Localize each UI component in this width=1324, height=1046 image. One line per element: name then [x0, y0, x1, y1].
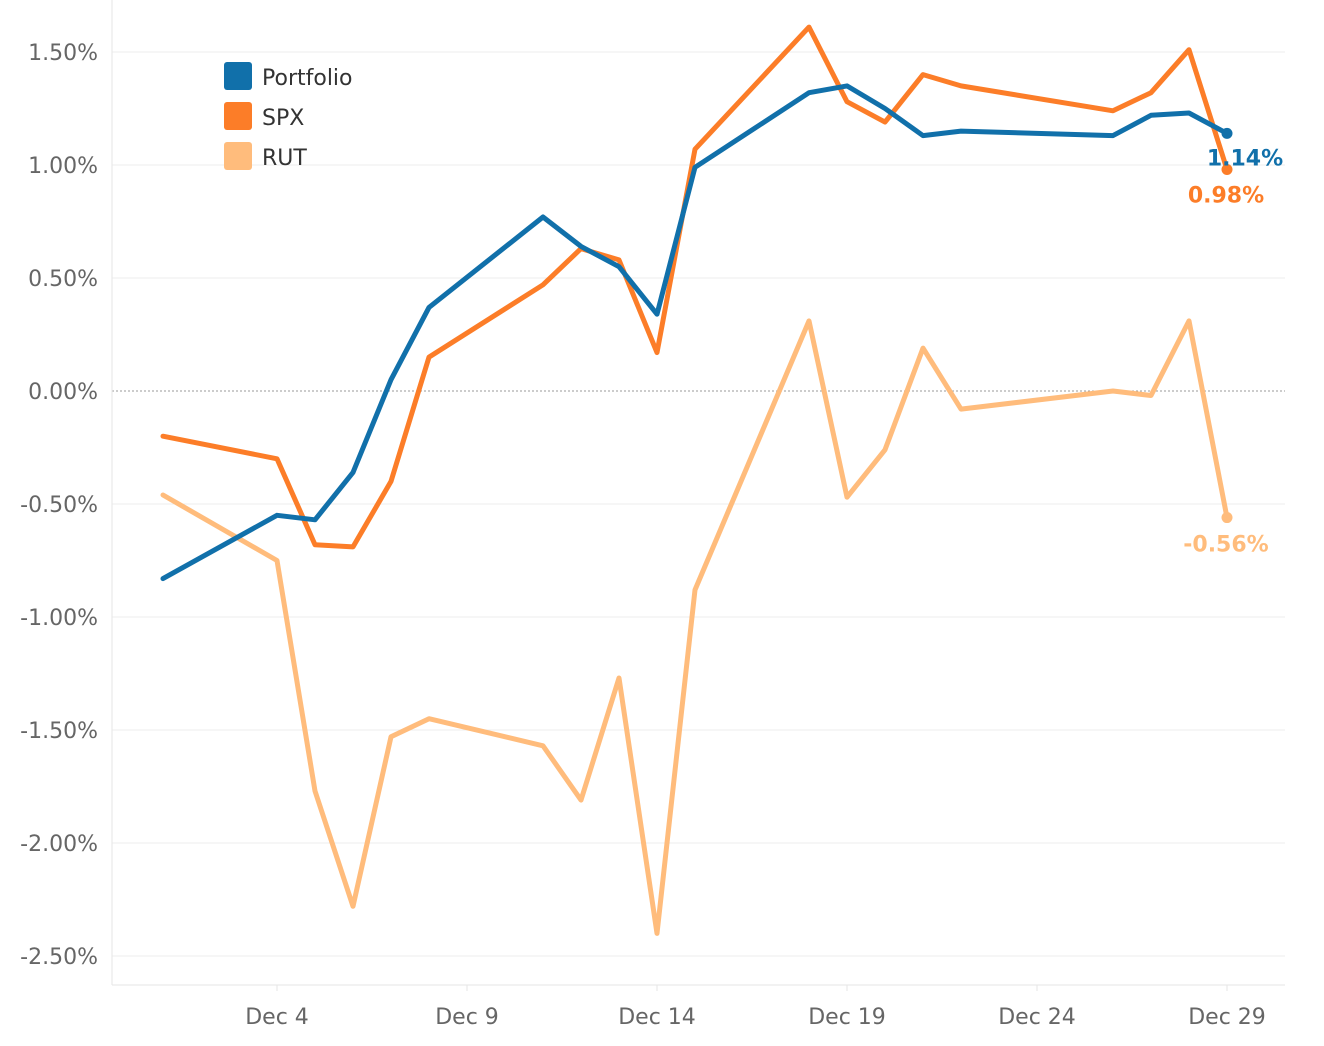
y-tick-label: -1.50%: [20, 719, 98, 744]
x-tick-label: Dec 4: [245, 1005, 309, 1030]
x-tick-label: Dec 24: [998, 1005, 1076, 1030]
y-tick-label: -0.50%: [20, 493, 98, 518]
series-end-point-spx: [1221, 164, 1233, 176]
end-label-spx: 0.98%: [1188, 184, 1264, 209]
legend-swatch-portfolio: [224, 62, 252, 90]
legend-label-spx: SPX: [262, 106, 304, 131]
y-tick-label: -1.00%: [20, 606, 98, 631]
end-label-rut: -0.56%: [1183, 533, 1268, 558]
y-tick-label: 1.00%: [28, 154, 98, 179]
legend: Portfolio SPX RUT: [224, 62, 353, 171]
legend-swatch-spx: [224, 102, 252, 130]
legend-label-portfolio: Portfolio: [262, 66, 353, 91]
end-label-layer: 1.14% 0.98% -0.56%: [1183, 146, 1283, 557]
end-label-portfolio: 1.14%: [1207, 146, 1283, 171]
y-tick-label: 0.00%: [28, 380, 98, 405]
y-tick-label: 0.50%: [28, 267, 98, 292]
axis-layer: 1.50% 1.00% 0.50% 0.00% -0.50% -1.00% -1.50% -2…: [20, 0, 1285, 1030]
series-line-rut: [160, 318, 1230, 936]
grid-layer: [112, 51, 1285, 957]
x-tick-label: Dec 14: [618, 1005, 696, 1030]
series-end-point-rut: [1221, 512, 1233, 524]
y-tick-label: -2.50%: [20, 945, 98, 970]
series-layer: [160, 24, 1233, 936]
legend-label-rut: RUT: [262, 146, 307, 171]
series-end-point-portfolio: [1221, 127, 1233, 139]
x-tick-label: Dec 19: [808, 1005, 886, 1030]
series-line-spx: [160, 24, 1230, 550]
y-tick-label: 1.50%: [28, 41, 98, 66]
y-tick-label: -2.00%: [20, 832, 98, 857]
series-line-portfolio: [160, 83, 1230, 582]
x-tick-label: Dec 29: [1188, 1005, 1266, 1030]
x-tick-label: Dec 9: [435, 1005, 499, 1030]
legend-swatch-rut: [224, 142, 252, 170]
